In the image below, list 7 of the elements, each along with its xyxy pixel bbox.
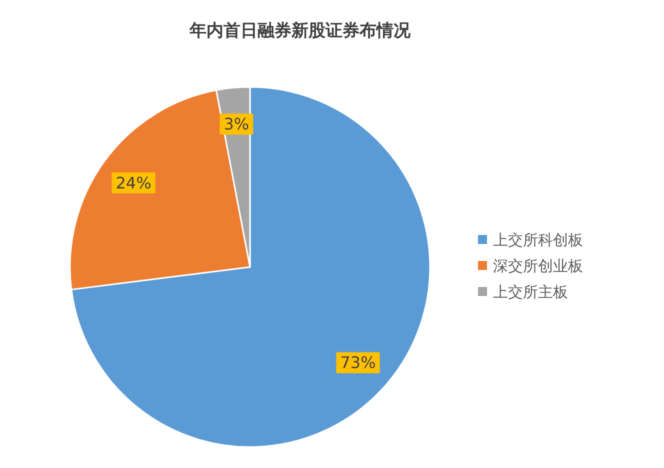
legend-label: 上交所主板	[493, 283, 568, 301]
data-label: 73%	[340, 353, 376, 372]
legend-label: 上交所科创板	[493, 231, 583, 249]
data-label: 24%	[116, 173, 152, 192]
chart-title: 年内首日融券新股证券布情况	[188, 21, 412, 41]
data-label: 3%	[224, 114, 250, 134]
legend-label: 深交所创业板	[493, 257, 583, 275]
